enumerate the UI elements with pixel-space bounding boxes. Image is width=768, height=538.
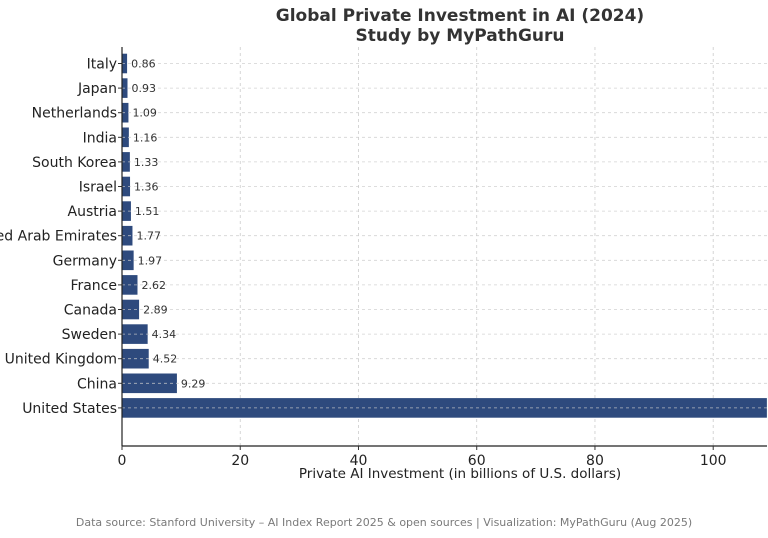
data-label: 4.52 <box>153 353 178 366</box>
data-label: 9.29 <box>181 377 206 390</box>
data-label: 1.16 <box>133 131 158 144</box>
x-tick-label: 40 <box>350 453 368 469</box>
data-label: 0.86 <box>131 58 156 71</box>
bar <box>122 152 130 172</box>
x-tick-label: 60 <box>468 453 486 469</box>
bar <box>122 201 131 221</box>
y-tick-label: Japan <box>77 81 117 97</box>
y-tick-label: Austria <box>68 204 117 220</box>
x-tick-label: 20 <box>231 453 249 469</box>
bar <box>122 225 133 246</box>
data-label: 1.36 <box>134 181 159 194</box>
y-tick-label: India <box>83 130 117 146</box>
y-tick-label: Canada <box>64 303 117 319</box>
y-tick-label: Sweden <box>62 327 117 343</box>
data-label: 2.62 <box>141 279 166 292</box>
y-tick-label: Germany <box>53 253 117 269</box>
data-label: 4.34 <box>152 328 177 341</box>
bar <box>122 250 134 271</box>
data-label: 2.89 <box>143 304 168 317</box>
x-tick-label: 100 <box>700 453 727 469</box>
y-tick-label: United Kingdom <box>5 352 117 368</box>
y-tick-label: Netherlands <box>32 106 117 122</box>
bar <box>122 127 129 148</box>
bar <box>122 102 129 123</box>
chart-title: Global Private Investment in AI (2024) <box>275 6 645 26</box>
y-tick-label: Italy <box>87 57 117 73</box>
bar <box>122 398 767 418</box>
data-label: 1.09 <box>132 107 157 120</box>
chart-subtitle: Study by MyPathGuru <box>355 26 565 46</box>
footer-source-note: Data source: Stanford University – AI In… <box>75 516 693 529</box>
y-tick-label: France <box>70 278 117 294</box>
x-axis-label: Private AI Investment (in billions of U.… <box>298 466 622 482</box>
x-tick-label: 80 <box>586 453 604 469</box>
bar <box>122 176 131 197</box>
bar <box>122 373 177 394</box>
y-tick-label: South Korea <box>32 155 117 171</box>
y-tick-label: United Arab Emirates <box>0 229 117 245</box>
data-label: 1.33 <box>134 156 159 169</box>
data-label: 1.77 <box>136 230 161 243</box>
x-tick-label: 0 <box>118 453 127 469</box>
data-label: 1.97 <box>138 254 163 267</box>
data-label: 1.51 <box>135 205 160 218</box>
y-tick-label: China <box>77 376 117 392</box>
y-tick-label: Israel <box>79 180 117 196</box>
y-tick-label: United States <box>22 401 117 417</box>
data-label: 0.93 <box>131 82 156 95</box>
